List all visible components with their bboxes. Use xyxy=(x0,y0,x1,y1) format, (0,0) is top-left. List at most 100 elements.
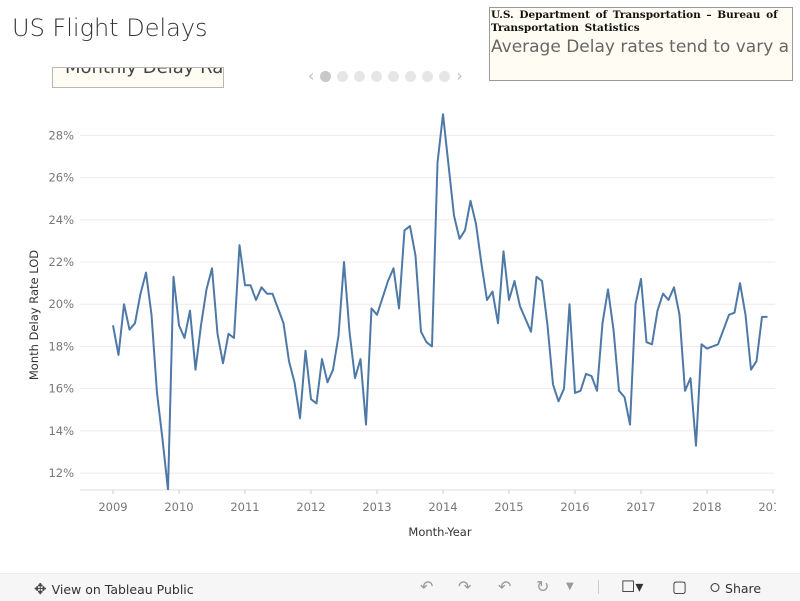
data-point[interactable] xyxy=(451,213,457,219)
data-point[interactable] xyxy=(468,198,474,204)
refresh-icon[interactable]: ↻ xyxy=(536,577,550,596)
data-point[interactable] xyxy=(539,278,545,284)
data-point[interactable] xyxy=(336,333,342,339)
data-point[interactable] xyxy=(501,248,507,254)
data-point[interactable] xyxy=(275,305,281,311)
data-point[interactable] xyxy=(193,367,199,373)
data-point[interactable] xyxy=(765,314,771,320)
data-point[interactable] xyxy=(242,282,248,288)
data-point[interactable] xyxy=(638,276,644,282)
data-point[interactable] xyxy=(171,274,177,280)
data-point[interactable] xyxy=(352,375,358,381)
data-point[interactable] xyxy=(226,331,232,337)
data-point[interactable] xyxy=(743,312,749,318)
chevron-left-icon[interactable]: ‹ xyxy=(308,66,315,85)
data-point[interactable] xyxy=(330,367,336,373)
data-point[interactable] xyxy=(209,265,215,271)
data-point[interactable] xyxy=(248,282,254,288)
data-point[interactable] xyxy=(710,343,716,349)
data-point[interactable] xyxy=(303,348,309,354)
data-point[interactable] xyxy=(138,291,144,297)
data-point[interactable] xyxy=(204,286,210,292)
data-point[interactable] xyxy=(633,301,639,307)
data-point[interactable] xyxy=(286,358,292,364)
story-point-tab[interactable]: Monthly Delay Rates over time xyxy=(52,67,224,88)
data-point[interactable] xyxy=(578,388,584,394)
data-point[interactable] xyxy=(220,360,226,366)
data-point[interactable] xyxy=(413,253,419,259)
data-point[interactable] xyxy=(682,388,688,394)
data-point[interactable] xyxy=(616,388,622,394)
story-dot[interactable] xyxy=(388,70,400,82)
story-dot[interactable] xyxy=(405,70,417,82)
data-point[interactable] xyxy=(396,305,402,311)
data-point[interactable] xyxy=(556,398,562,404)
data-point[interactable] xyxy=(308,396,314,402)
data-point[interactable] xyxy=(363,422,369,428)
data-point[interactable] xyxy=(407,223,413,229)
data-point[interactable] xyxy=(699,341,705,347)
story-dot[interactable] xyxy=(371,70,383,82)
data-point[interactable] xyxy=(418,329,424,335)
data-point[interactable] xyxy=(561,386,567,392)
data-point[interactable] xyxy=(484,297,490,303)
data-point[interactable] xyxy=(215,331,221,337)
revert-icon[interactable]: ↶ xyxy=(498,577,512,596)
data-point[interactable] xyxy=(506,297,512,303)
chevron-right-icon[interactable]: › xyxy=(456,66,463,85)
data-point[interactable] xyxy=(143,270,149,276)
data-point[interactable] xyxy=(281,320,287,326)
data-point[interactable] xyxy=(319,356,325,362)
data-point[interactable] xyxy=(721,327,727,333)
data-point[interactable] xyxy=(655,308,661,314)
data-point[interactable] xyxy=(149,312,155,318)
data-point[interactable] xyxy=(440,111,446,117)
data-point[interactable] xyxy=(512,278,518,284)
data-point[interactable] xyxy=(402,227,408,233)
data-point[interactable] xyxy=(253,297,259,303)
data-point[interactable] xyxy=(198,322,204,328)
data-point[interactable] xyxy=(380,295,386,301)
data-point[interactable] xyxy=(127,327,133,333)
fullscreen-icon[interactable]: ▢ xyxy=(672,577,688,596)
data-point[interactable] xyxy=(165,487,171,493)
data-point[interactable] xyxy=(187,308,193,314)
data-point[interactable] xyxy=(325,379,331,385)
data-point[interactable] xyxy=(671,284,677,290)
data-point[interactable] xyxy=(605,286,611,292)
data-point[interactable] xyxy=(429,343,435,349)
data-point[interactable] xyxy=(176,322,182,328)
data-point[interactable] xyxy=(534,274,540,280)
caret-down-icon[interactable]: ▼ xyxy=(566,581,574,592)
data-point[interactable] xyxy=(347,329,353,335)
data-point[interactable] xyxy=(545,322,551,328)
download-icon[interactable]: ☐▾ xyxy=(621,577,644,596)
data-point[interactable] xyxy=(550,381,556,387)
story-dot[interactable] xyxy=(320,70,332,82)
data-point[interactable] xyxy=(231,335,237,341)
data-point[interactable] xyxy=(424,339,430,345)
data-point[interactable] xyxy=(121,301,127,307)
data-point[interactable] xyxy=(391,265,397,271)
story-dot[interactable] xyxy=(354,70,366,82)
data-point[interactable] xyxy=(528,329,534,335)
story-dot[interactable] xyxy=(337,70,349,82)
data-point[interactable] xyxy=(369,305,375,311)
data-point[interactable] xyxy=(649,341,655,347)
view-on-tableau-link[interactable]: ✥ View on Tableau Public xyxy=(34,580,194,598)
data-point[interactable] xyxy=(622,394,628,400)
data-point[interactable] xyxy=(759,314,765,320)
data-point[interactable] xyxy=(572,390,578,396)
data-point[interactable] xyxy=(666,297,672,303)
data-point[interactable] xyxy=(495,320,501,326)
data-point[interactable] xyxy=(523,316,529,322)
data-point[interactable] xyxy=(589,373,595,379)
data-point[interactable] xyxy=(479,261,485,267)
data-point[interactable] xyxy=(473,221,479,227)
data-point[interactable] xyxy=(237,242,243,248)
redo-icon[interactable]: ↷ xyxy=(458,577,472,596)
data-point[interactable] xyxy=(704,346,710,352)
story-dot[interactable] xyxy=(422,70,434,82)
data-point[interactable] xyxy=(567,301,573,307)
data-point[interactable] xyxy=(644,339,650,345)
